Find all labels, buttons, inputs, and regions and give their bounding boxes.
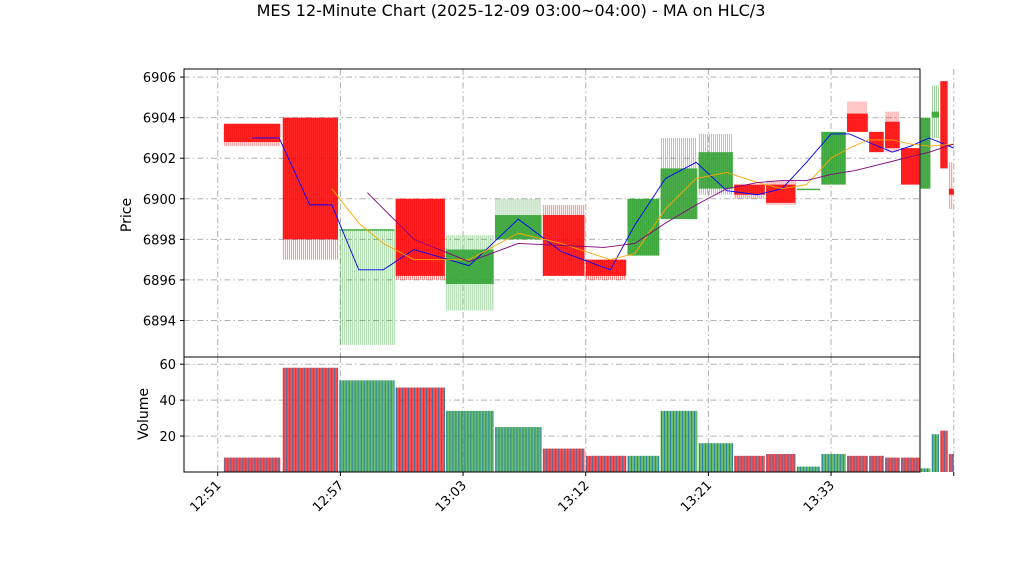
volume-bar [821,454,846,472]
volume-axis-label: Volume [136,388,152,440]
candle-body [395,198,445,276]
candle-body [948,188,954,195]
volume-tick-label: 60 [159,358,176,373]
candle [494,198,542,240]
candle [869,131,884,153]
x-tick-label: 13:12 [555,478,592,515]
price-panel: 6894 6896 6898 6900 6902 6904 6906 [143,68,955,358]
candle-body [698,152,733,189]
volume-bar [542,448,585,472]
candle [821,131,846,185]
volume-bar [395,387,446,472]
candle [940,81,948,169]
x-tick-label: 12:51 [187,478,224,515]
candle-body [847,113,868,132]
volume-bar [948,454,954,472]
volume-axes-frame [183,356,921,473]
volume-bar [920,468,931,472]
moving-average-line [252,133,954,271]
volume-tick-label: 20 [159,430,176,445]
volume-bar [796,466,821,472]
price-tick-label: 6898 [143,233,176,248]
candle [627,198,660,256]
volume-bar-fill [494,427,542,472]
price-tick-label: 6904 [143,112,176,127]
moving-average-line [331,139,954,261]
volume-bar-fill [900,457,920,472]
candle-body [885,121,900,149]
candle-body [627,198,660,256]
volume-bar [585,455,627,472]
volume-panel: 20 40 60 12:51 12:57 13:03 13:12 13:21 13:33 [159,356,955,515]
volume-bar-fill [847,455,868,472]
volume-bar-fill [920,468,931,472]
candle-body [223,123,281,143]
candle-body [869,131,884,153]
volume-bar [660,410,698,472]
candle [885,111,900,153]
candle-body [931,111,940,118]
candle [948,162,954,209]
volume-bar [698,443,733,472]
volume-bar-fill [395,387,445,472]
volume-bar [494,427,542,472]
price-tick-label: 6906 [143,71,176,86]
x-tick-label: 13:33 [801,478,838,515]
volume-bar [734,455,765,472]
volume-bar [223,457,281,472]
candle [931,85,940,138]
candle [698,133,733,195]
volume-bar-fill [796,466,821,472]
price-tick-label: 6900 [143,193,176,208]
volume-bar [931,434,940,472]
price-tick-label: 6894 [143,314,176,329]
candle [282,117,339,260]
candle [660,137,698,220]
candle-body [282,117,338,240]
volume-bar-fill [698,443,733,472]
price-tick-label: 6902 [143,152,176,167]
volume-bar [627,455,660,472]
candle-body [821,131,846,185]
candle-body [940,81,948,169]
price-axis-label: Price [119,198,135,232]
volume-bar [445,410,494,472]
candle [339,229,395,345]
price-tick-label: 6896 [143,274,176,289]
volume-bar-fill [821,454,846,472]
volume-bar [766,454,796,472]
candle [847,101,868,132]
x-tick-label: 13:03 [433,478,470,515]
candle [395,198,445,280]
volume-tick-label: 40 [159,394,176,409]
volume-bar [885,457,900,472]
x-tick-label: 13:21 [678,478,715,515]
candle [796,188,821,191]
candle [223,123,281,147]
candle-body [734,184,765,195]
volume-bar [900,457,920,472]
volume-bar-fill [585,455,627,472]
volume-bar [940,430,948,472]
volume-bar-fill [542,448,585,472]
volume-bar [339,380,395,472]
volume-bar [282,367,339,472]
volume-bar [869,455,884,472]
candle [766,180,796,205]
volume-bar-fill [734,455,765,472]
candle-body [900,148,920,185]
candle-body [766,184,796,203]
candle [900,148,920,185]
candle-body [660,168,698,220]
candle-body [796,188,821,191]
chart-title: MES 12-Minute Chart (2025-12-09 03:00~04… [257,1,766,20]
volume-bar-fill [948,454,954,472]
x-tick-label: 12:57 [310,478,347,515]
volume-bar [847,455,868,472]
moving-average-line [367,143,954,263]
candle [445,235,494,311]
